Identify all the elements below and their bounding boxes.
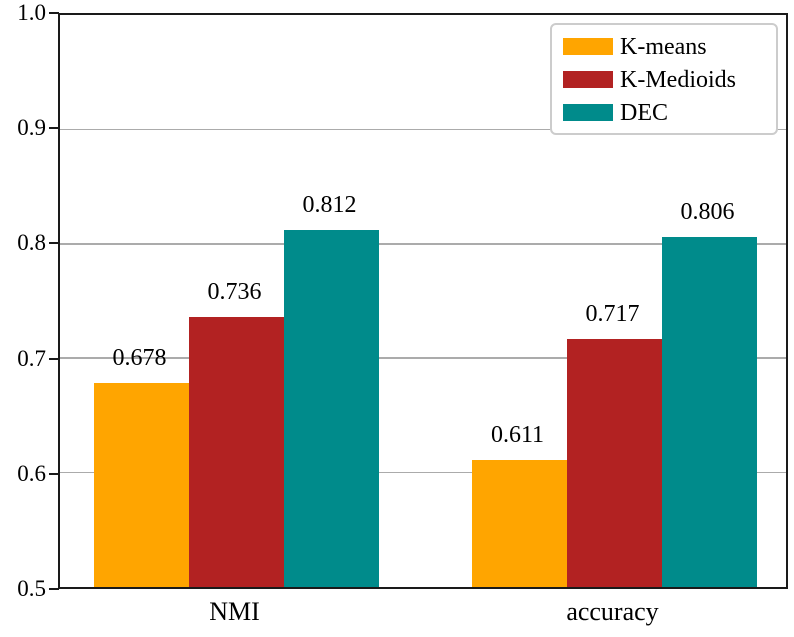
bar-value-label: 0.736 — [207, 279, 262, 306]
y-axis-tick-label-0.5: 0.5 — [17, 576, 46, 601]
y-axis-tick-label-0.6: 0.6 — [17, 460, 46, 486]
bar-value-label: 0.806 — [680, 198, 735, 225]
x-axis-label-nmi: NMI — [209, 597, 260, 626]
legend-swatch-icon — [563, 104, 613, 121]
y-axis-tick-mark — [49, 127, 59, 130]
x-axis-label-accuracy: accuracy — [566, 597, 659, 626]
y-axis-tick-mark — [49, 588, 59, 590]
legend-swatch-icon — [563, 71, 613, 88]
bar-value-label: 0.611 — [490, 422, 545, 449]
gridline-0.8 — [60, 243, 786, 245]
legend-label: K-Medioids — [620, 66, 736, 93]
legend-item-k-means: K-means — [563, 30, 776, 63]
y-axis-tick-mark — [49, 472, 59, 475]
bar-k-medioids-nmi — [189, 317, 284, 587]
bar-dec-nmi — [284, 230, 379, 587]
y-axis-tick-label-1.0: 1.0 — [17, 0, 46, 25]
y-axis-tick-label-0.9: 0.9 — [17, 115, 46, 141]
y-axis-tick-mark — [49, 242, 59, 245]
gridline-0.7 — [60, 357, 786, 359]
legend-item-k-medioids: K-Medioids — [563, 63, 776, 96]
bar-k-means-accuracy — [472, 460, 567, 587]
legend-swatch-icon — [563, 38, 613, 55]
bar-k-medioids-accuracy — [567, 338, 662, 587]
bar-value-label: 0.717 — [585, 300, 640, 327]
bar-dec-accuracy — [662, 236, 757, 587]
legend-label: DEC — [620, 99, 668, 126]
gridline-0.6 — [60, 471, 786, 474]
y-axis-tick-mark — [49, 357, 59, 360]
bar-value-label: 0.812 — [302, 192, 357, 219]
legend: K-means K-Medioids DEC — [550, 23, 778, 135]
y-axis-tick-label-0.8: 0.8 — [17, 230, 46, 256]
bar-value-label: 0.678 — [112, 345, 167, 372]
gridline-0.9 — [60, 128, 786, 131]
y-axis-tick-mark — [49, 12, 59, 14]
y-axis-tick-label-0.7: 0.7 — [17, 345, 46, 371]
legend-item-dec: DEC — [563, 96, 776, 129]
bar-k-means-nmi — [94, 383, 189, 587]
legend-label: K-means — [620, 33, 707, 60]
